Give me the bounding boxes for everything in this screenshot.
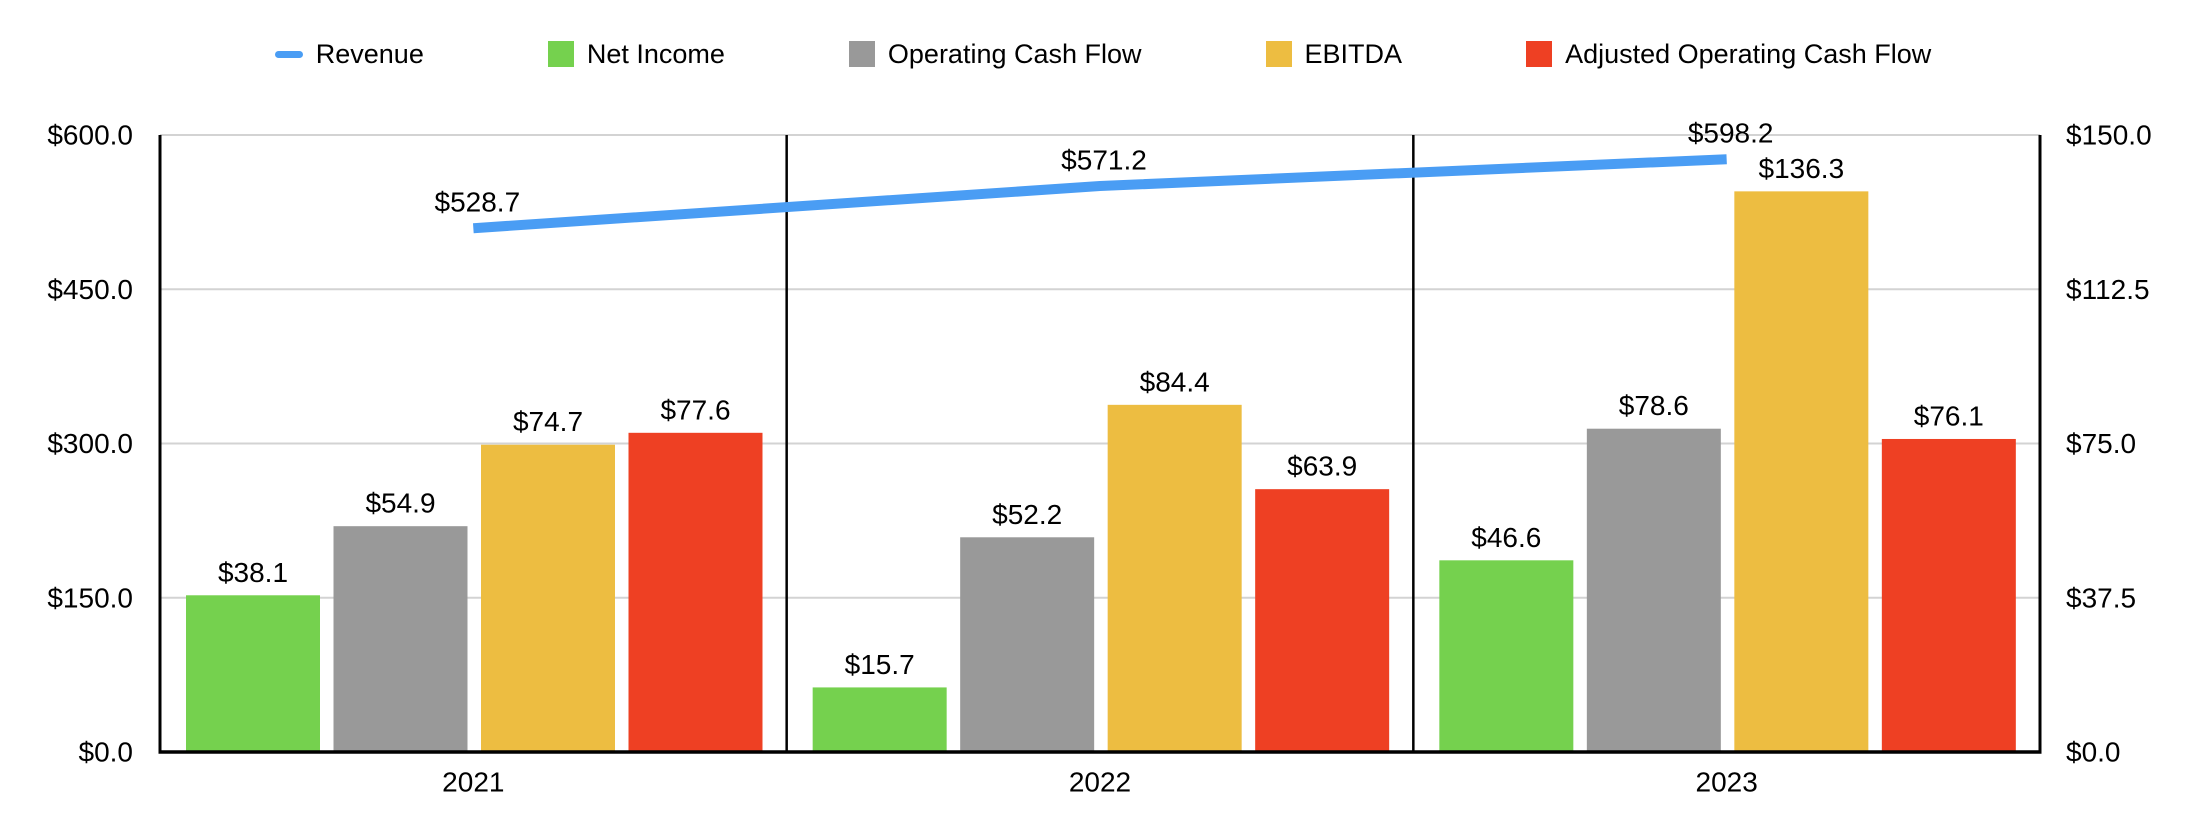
legend-swatch-net-income (547, 41, 574, 67)
bar-data-label: $78.6 (1619, 390, 1689, 421)
bar-data-label: $15.7 (845, 649, 915, 680)
legend-label: Revenue (315, 38, 424, 69)
bar-data-label: $63.9 (1287, 451, 1357, 482)
bar-operating-cash-flow-2023 (1586, 428, 1721, 752)
legend-label: Net Income (586, 38, 725, 69)
chart-legend: Revenue Net Income Operating Cash Flow EBIT… (0, 28, 2206, 80)
category-label-2022: 2022 (1069, 767, 1131, 798)
revenue-line (472, 154, 1727, 234)
legend-item-revenue: Revenue (274, 38, 424, 70)
bar-adjusted-operating-cash-flow-2023 (1881, 438, 2016, 752)
bar-data-label: $77.6 (660, 394, 730, 425)
left-axis-tick-label: $150.0 (47, 582, 133, 613)
category-label-2023: 2023 (1696, 767, 1758, 798)
bar-data-label: $38.1 (218, 557, 288, 588)
bar-net-income-2022 (812, 687, 947, 752)
bar-data-label: $76.1 (1914, 400, 1984, 431)
legend-item-net-income: Net Income (547, 38, 725, 70)
bar-operating-cash-flow-2021 (333, 526, 468, 752)
bar-data-label: $52.2 (992, 499, 1062, 530)
legend-label: EBITDA (1304, 38, 1403, 69)
bar-data-label: $84.4 (1140, 366, 1210, 397)
bar-ebitda-2022 (1107, 404, 1242, 752)
left-axis-tick-label: $0.0 (79, 737, 134, 768)
right-axis-tick-label: $37.5 (2066, 582, 2136, 613)
bar-ebitda-2021 (481, 444, 615, 752)
bar-data-label: $74.7 (513, 406, 583, 437)
bar-data-label: $46.6 (1471, 522, 1541, 553)
legend-label: Operating Cash Flow (887, 38, 1142, 69)
legend-item-operating-cash-flow: Operating Cash Flow (848, 38, 1142, 70)
legend-swatch-operating-cash-flow (848, 41, 875, 67)
right-axis-tick-label: $75.0 (2066, 428, 2136, 459)
bar-ebitda-2023 (1734, 191, 1869, 752)
bar-net-income-2021 (186, 595, 320, 752)
legend-swatch-ebitda (1265, 41, 1292, 67)
right-axis-tick-label: $150.0 (2066, 120, 2152, 151)
legend-swatch-adjusted-operating-cash-flow (1526, 41, 1553, 67)
line-data-label: $528.7 (435, 187, 521, 218)
category-label-2021: 2021 (442, 767, 504, 798)
line-data-label: $571.2 (1061, 145, 1147, 176)
bar-operating-cash-flow-2022 (960, 537, 1095, 752)
left-axis-tick-label: $300.0 (47, 428, 133, 459)
bar-adjusted-operating-cash-flow-2021 (628, 432, 763, 752)
legend-item-ebitda: EBITDA (1265, 38, 1403, 70)
bar-data-label: $54.9 (365, 488, 435, 519)
left-axis-tick-label: $450.0 (47, 274, 133, 305)
legend-line-swatch-revenue (274, 50, 303, 58)
legend-item-adjusted-operating-cash-flow: Adjusted Operating Cash Flow (1526, 39, 1931, 70)
bar-net-income-2023 (1439, 560, 1574, 752)
left-axis-tick-label: $600.0 (47, 120, 133, 151)
legend-label: Adjusted Operating Cash Flow (1565, 38, 1932, 69)
line-data-label: $598.2 (1688, 118, 1774, 149)
bar-adjusted-operating-cash-flow-2022 (1255, 489, 1390, 752)
right-axis-tick-label: $112.5 (2066, 274, 2150, 305)
bar-data-label: $136.3 (1759, 153, 1845, 184)
right-axis-tick-label: $0.0 (2066, 737, 2121, 768)
